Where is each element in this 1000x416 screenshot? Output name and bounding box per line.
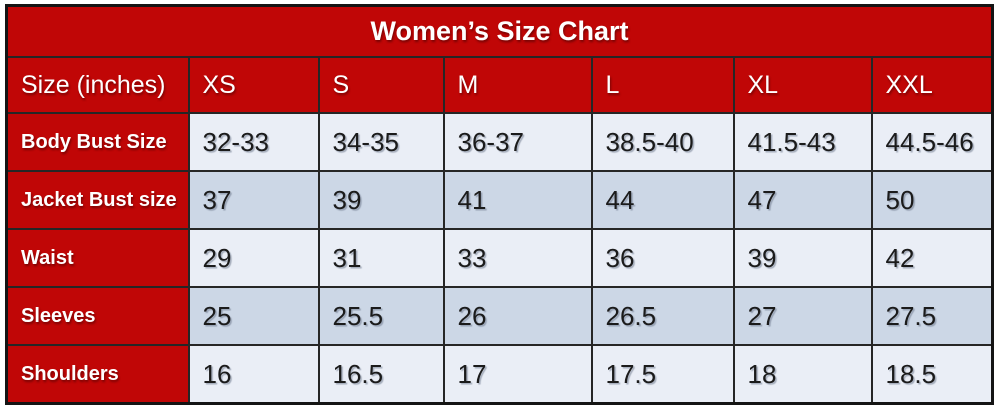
cell-shoulders-s: 16.5 [317, 344, 445, 405]
table-row-body-bust: Body Bust Size 32-33 34-35 36-37 38.5-40… [5, 112, 994, 172]
header-cell-m: M [442, 56, 593, 114]
cell-waist-xxl: 42 [870, 228, 994, 288]
row-label-jacket-bust: Jacket Bust size [5, 170, 190, 230]
cell-sleeves-xl: 27 [732, 286, 873, 346]
row-label-sleeves: Sleeves [5, 286, 190, 346]
cell-shoulders-l: 17.5 [590, 344, 735, 405]
cell-sleeves-l: 26.5 [590, 286, 735, 346]
cell-waist-m: 33 [442, 228, 593, 288]
header-cell-size-inches: Size (inches) [5, 56, 190, 114]
chart-title: Women’s Size Chart [5, 4, 994, 58]
table-row-jacket-bust: Jacket Bust size 37 39 41 44 47 50 [5, 170, 994, 230]
cell-body-bust-m: 36-37 [442, 112, 593, 172]
row-label-shoulders: Shoulders [5, 344, 190, 405]
cell-jacket-bust-l: 44 [590, 170, 735, 230]
header-cell-l: L [590, 56, 735, 114]
row-label-body-bust: Body Bust Size [5, 112, 190, 172]
cell-body-bust-xl: 41.5-43 [732, 112, 873, 172]
cell-sleeves-s: 25.5 [317, 286, 445, 346]
title-row: Women’s Size Chart [5, 4, 994, 58]
cell-body-bust-l: 38.5-40 [590, 112, 735, 172]
header-cell-s: S [317, 56, 445, 114]
cell-shoulders-xxl: 18.5 [870, 344, 994, 405]
cell-waist-xs: 29 [187, 228, 320, 288]
cell-jacket-bust-xs: 37 [187, 170, 320, 230]
table-row-sleeves: Sleeves 25 25.5 26 26.5 27 27.5 [5, 286, 994, 346]
header-cell-xxl: XXL [870, 56, 994, 114]
cell-shoulders-xs: 16 [187, 344, 320, 405]
cell-waist-xl: 39 [732, 228, 873, 288]
header-row: Size (inches) XS S M L XL XXL [5, 56, 994, 114]
table-row-waist: Waist 29 31 33 36 39 42 [5, 228, 994, 288]
cell-sleeves-xxl: 27.5 [870, 286, 994, 346]
header-cell-xs: XS [187, 56, 320, 114]
cell-body-bust-xxl: 44.5-46 [870, 112, 994, 172]
cell-jacket-bust-xl: 47 [732, 170, 873, 230]
header-cell-xl: XL [732, 56, 873, 114]
cell-sleeves-m: 26 [442, 286, 593, 346]
cell-shoulders-xl: 18 [732, 344, 873, 405]
cell-body-bust-xs: 32-33 [187, 112, 320, 172]
row-label-waist: Waist [5, 228, 190, 288]
cell-shoulders-m: 17 [442, 344, 593, 405]
cell-sleeves-xs: 25 [187, 286, 320, 346]
table-row-shoulders: Shoulders 16 16.5 17 17.5 18 18.5 [5, 344, 994, 405]
cell-jacket-bust-s: 39 [317, 170, 445, 230]
cell-waist-s: 31 [317, 228, 445, 288]
cell-body-bust-s: 34-35 [317, 112, 445, 172]
size-chart-table: Women’s Size Chart Size (inches) XS S M … [5, 4, 994, 405]
cell-jacket-bust-xxl: 50 [870, 170, 994, 230]
size-chart: Women’s Size Chart Size (inches) XS S M … [5, 4, 994, 405]
cell-jacket-bust-m: 41 [442, 170, 593, 230]
cell-waist-l: 36 [590, 228, 735, 288]
